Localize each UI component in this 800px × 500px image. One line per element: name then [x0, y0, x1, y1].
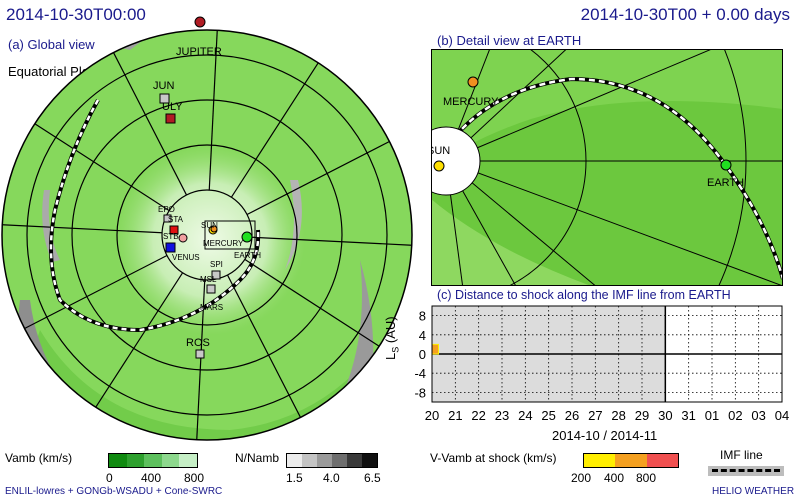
earth-marker: [241, 231, 253, 243]
shock-swatch-0: [584, 454, 616, 467]
namb-swatch-1: [302, 454, 317, 467]
jun-label: JUN: [153, 80, 174, 92]
spi-label: SPI: [210, 260, 223, 269]
mars-label: MARS: [200, 303, 223, 312]
namb-swatch-3: [332, 454, 347, 467]
chart-ylabel-unit: (AU): [383, 316, 398, 347]
shock-tick-1: 400: [604, 471, 625, 485]
vamb-swatch-3: [161, 454, 180, 467]
chart-ylabel: LS (AU): [383, 316, 401, 360]
namb-tick-1: 4.0: [323, 471, 340, 485]
imf-line-dash: [712, 469, 780, 472]
date-left: 2014-10-30T00:00: [6, 5, 146, 24]
chart-xlabel: 2014-10 / 2014-11: [552, 428, 658, 443]
ros-label: ROS: [186, 337, 210, 349]
epo-marker: [163, 214, 172, 223]
venus-label: VENUS: [172, 253, 200, 262]
brand-credit: HELIO WEATHER: [712, 486, 795, 497]
vamb-colorbar: [108, 453, 198, 468]
detail-earth-label: EARTH: [707, 177, 744, 189]
date-right: 2014-10-30T00 + 0.00 days: [580, 5, 790, 24]
venus-marker: [165, 242, 176, 253]
vamb-swatch-0: [109, 454, 127, 467]
detail-mercury-marker: [467, 76, 479, 88]
namb-swatch-2: [317, 454, 332, 467]
spi-marker: [211, 270, 221, 280]
msl-label: MSL: [200, 275, 217, 284]
stb-label: STB: [163, 232, 179, 241]
mercury-marker: [210, 225, 218, 233]
detail-sun-label: SUN: [431, 145, 450, 157]
ros-marker: [195, 349, 205, 359]
detail-view-label: (b) Detail view at EARTH: [437, 33, 582, 48]
vamb-tick-0: 0: [106, 471, 113, 485]
uly-label: ULY: [162, 101, 183, 113]
shock-colorbar: [583, 453, 679, 468]
model-credit: ENLIL-lowres + GONGb-WSADU + Cone-SWRC: [5, 486, 223, 497]
vamb-swatch-2: [144, 454, 162, 467]
chart-ylabel-main: L: [383, 352, 398, 360]
sun-label: SUN: [201, 221, 218, 230]
namb-tick-2: 6.5: [364, 471, 381, 485]
shock-tick-0: 200: [571, 471, 592, 485]
vamb-tick-1: 400: [141, 471, 162, 485]
earth-label: EARTH: [234, 251, 261, 260]
sta-marker: [169, 225, 179, 235]
jun-marker: [159, 93, 170, 104]
namb-swatch-4: [347, 454, 362, 467]
imf-line-label: IMF line: [720, 448, 763, 462]
detail-view-panel: SUN MERCURY EARTH: [431, 49, 783, 286]
global-view-label: (a) Global view: [8, 37, 95, 52]
namb-swatch-0: [287, 454, 302, 467]
chart-title: (c) Distance to shock along the IMF line…: [437, 288, 731, 302]
jupiter-marker: [194, 16, 206, 28]
shock-tick-2: 800: [636, 471, 657, 485]
msl-marker: [206, 284, 216, 294]
chart-ylabel-sub: S: [390, 346, 401, 353]
namb-colorbar: [286, 453, 378, 468]
vamb-tick-2: 800: [184, 471, 205, 485]
namb-tick-0: 1.5: [286, 471, 303, 485]
shock-label: V-Vamb at shock (km/s): [430, 451, 557, 465]
mercury-label: MERCURY: [203, 239, 244, 248]
uly-marker: [165, 113, 176, 124]
vamb-swatch-4: [179, 454, 197, 467]
shock-swatch-2: [646, 454, 678, 467]
epo-label: EPO: [158, 205, 175, 214]
sta-label: STA: [168, 215, 184, 224]
jupiter-label: JUPITER: [176, 46, 222, 58]
detail-earth-marker: [720, 159, 732, 171]
namb-swatch-5: [362, 454, 377, 467]
detail-mercury-label: MERCURY: [443, 96, 499, 108]
shock-swatch-1: [615, 454, 647, 467]
vamb-label: Vamb (km/s): [5, 451, 73, 465]
namb-label: N/Namb: [235, 451, 280, 465]
vamb-swatch-1: [126, 454, 145, 467]
detail-sun-marker: [433, 160, 445, 172]
stb-marker: [178, 233, 188, 243]
